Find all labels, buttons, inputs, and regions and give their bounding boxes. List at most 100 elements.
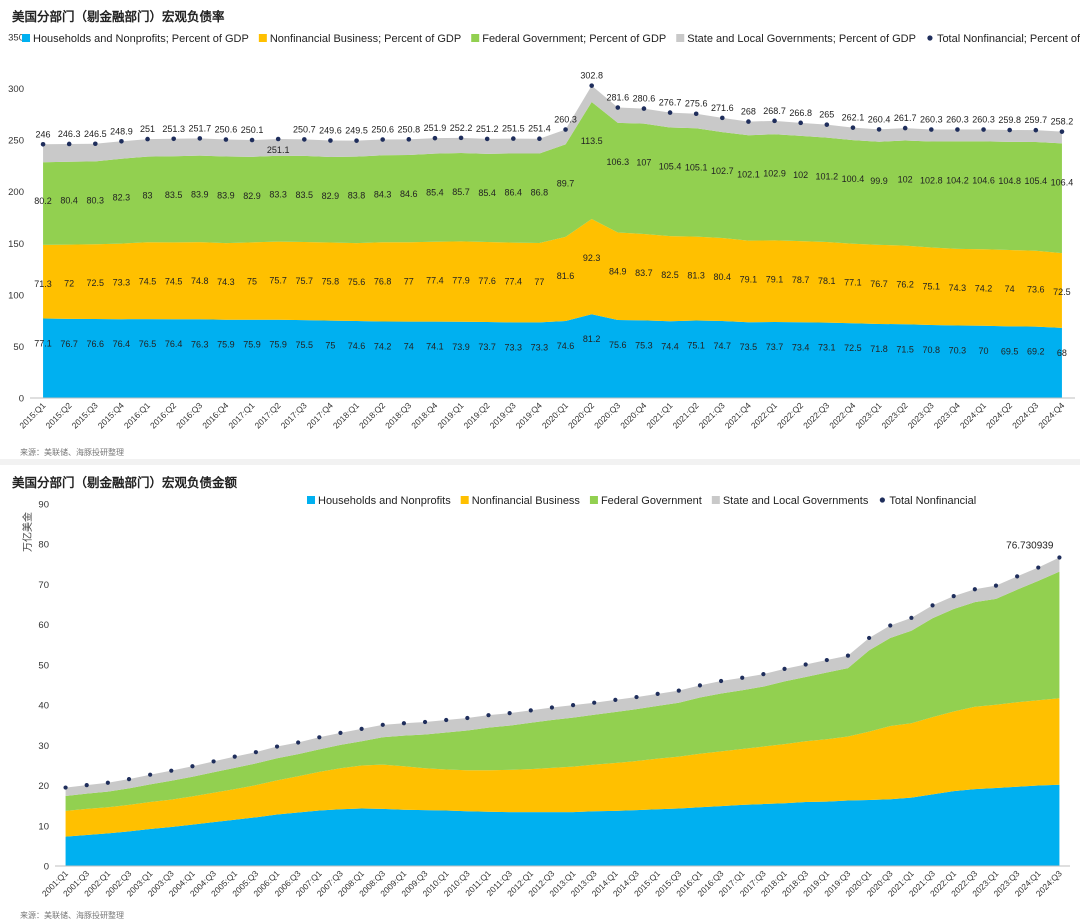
total-point: [223, 137, 229, 142]
data-label-nonfinancial-business: 75.6: [348, 277, 366, 287]
total-point: [105, 780, 110, 785]
data-label-federal-government: 86.4: [505, 187, 523, 197]
total-point: [867, 635, 872, 641]
data-label-households-and-nonprofits: 76.4: [113, 339, 131, 349]
data-label-nonfinancial-business: 78.7: [792, 275, 810, 285]
data-label-nonfinancial-business: 77.1: [844, 278, 862, 288]
y-tick-label: 90: [38, 500, 49, 511]
x-tick-label: 2021:Q3: [697, 400, 727, 430]
total-point: [993, 583, 999, 588]
total-series: [40, 83, 1065, 147]
y-tick-label: 60: [38, 620, 49, 631]
x-tick-label: 2017:Q1: [226, 400, 256, 430]
data-label-nonfinancial-business: 77.4: [426, 276, 444, 286]
data-label-federal-government: 102.9: [763, 168, 786, 178]
data-label-households-and-nonprofits: 70.8: [923, 345, 941, 355]
data-label-federal-government: 84.3: [374, 189, 392, 199]
data-label-federal-government: 82.9: [322, 191, 340, 201]
data-label-federal-government: 83.9: [191, 190, 209, 200]
x-tick-label: 2016:Q2: [148, 400, 178, 430]
data-label-total: 251.3: [162, 124, 185, 134]
total-point: [761, 672, 766, 677]
y-tick-label: 100: [8, 290, 24, 301]
data-label-nonfinancial-business: 74.5: [165, 276, 183, 286]
x-tick-label: 2016:Q1: [122, 400, 152, 430]
legend-label-nonfinancial-business: Nonfinancial Business; Percent of GDP: [270, 33, 461, 45]
x-tick-label: 2018:Q4: [409, 400, 439, 430]
data-label-nonfinancial-business: 75.7: [269, 276, 287, 286]
legend-swatch-nonfinancial-business: [460, 496, 469, 504]
legend-label-nonfinancial-business: Nonfinancial Business: [472, 495, 581, 507]
data-label-nonfinancial-business: 80.4: [714, 272, 732, 282]
total-point: [697, 683, 703, 688]
total-point: [171, 136, 176, 142]
data-label-nonfinancial-business: 77.6: [478, 276, 496, 286]
total-point: [354, 138, 359, 143]
data-label-nonfinancial-business: 72.5: [1053, 287, 1071, 297]
legend-swatch-households-and-nonprofits: [307, 496, 315, 504]
data-label-federal-government: 82.3: [113, 193, 131, 203]
y-tick-label: 150: [8, 239, 24, 250]
data-label-households-and-nonprofits: 75.9: [269, 340, 287, 350]
data-label-federal-government: 83.5: [165, 190, 183, 200]
data-label-total: 250.6: [371, 125, 394, 135]
total-point: [486, 713, 491, 718]
data-label-total: 260.4: [868, 114, 891, 124]
data-label-federal-government: 102.1: [737, 169, 760, 179]
legend-label-total-nonfinancial: Total Nonfinancial; Percent of GDP: [937, 33, 1080, 45]
y-tick-label: 50: [38, 660, 49, 671]
total-point: [1015, 574, 1020, 579]
x-tick-label: 2018:Q3: [383, 400, 413, 430]
legend: Households and Nonprofits Nonfinancial Bu…: [307, 495, 976, 507]
total-point: [253, 750, 258, 755]
data-label-total: 249.5: [345, 126, 368, 136]
data-label-households-and-nonprofits: 76.5: [139, 339, 157, 349]
data-label-total: 262.1: [842, 113, 865, 123]
y-tick-label: 250: [8, 136, 24, 147]
data-label-federal-government: 85.7: [452, 187, 470, 197]
total-point: [888, 623, 893, 628]
x-tick-label: 2022:Q4: [827, 400, 857, 430]
total-point: [84, 783, 89, 788]
total-point: [422, 719, 428, 725]
total-point: [693, 111, 699, 117]
total-point: [465, 715, 470, 721]
data-label-federal-government: 113.5: [581, 136, 603, 146]
x-tick-label: 2018:Q1: [331, 400, 361, 430]
y-tick-label: 300: [8, 84, 24, 95]
x-tick-label: 2017:Q3: [279, 400, 309, 430]
data-label-federal-government: 86.8: [531, 187, 549, 197]
data-label-nonfinancial-business: 83.7: [635, 268, 653, 278]
data-label-federal-government: 104.6: [972, 175, 995, 185]
data-label-nonfinancial-business: 76.2: [896, 280, 914, 290]
data-label-nonfinancial-business: 77: [404, 276, 414, 286]
legend-label-total-nonfinancial: Total Nonfinancial: [889, 495, 976, 507]
data-label-households-and-nonprofits: 71.8: [870, 344, 888, 354]
data-label-total: 276.7: [659, 98, 682, 108]
data-label-total: 259.7: [1025, 115, 1048, 125]
total-point: [1036, 565, 1041, 570]
data-label-households-and-nonprofits: 74.4: [661, 341, 679, 351]
total-point: [148, 772, 153, 777]
total-point: [1007, 127, 1012, 133]
chart-source: 来源：美联储、海豚投研整理: [20, 448, 124, 457]
total-point: [563, 127, 568, 132]
data-label-households-and-nonprofits: 69.2: [1027, 347, 1045, 357]
x-tick-label: 2023:Q4: [932, 400, 962, 430]
data-label-total: 302.8: [580, 71, 603, 81]
legend-swatch-federal-government: [589, 496, 598, 504]
data-label-federal-government: 83.8: [348, 191, 366, 201]
total-point: [406, 137, 412, 142]
x-tick-label: 2021:Q2: [670, 400, 700, 430]
total-point: [338, 730, 343, 735]
total-point: [274, 744, 280, 749]
data-label-federal-government: 83.3: [269, 190, 287, 200]
total-point: [1059, 129, 1065, 134]
data-label-households-and-nonprofits: 68: [1057, 348, 1067, 358]
x-tick-label: 2015:Q1: [17, 400, 47, 430]
total-point: [145, 136, 150, 142]
x-tick-label: 2022:Q1: [749, 400, 779, 430]
data-label-nonfinancial-business: 75.1: [923, 282, 941, 292]
data-label-federal-government: 89.7: [557, 178, 575, 188]
total-point: [902, 125, 908, 131]
